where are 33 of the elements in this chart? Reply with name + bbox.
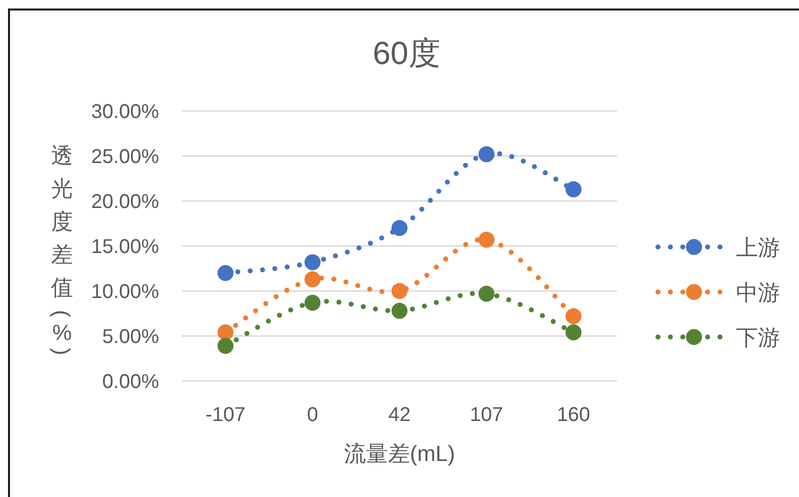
x-tick-label: 160 [556, 404, 590, 426]
y-tick-label: 10.00% [91, 281, 160, 303]
point [566, 324, 582, 340]
legend-label: 中游 [736, 280, 780, 305]
point [478, 232, 494, 248]
y-axis-title: 透光度差值(%) [48, 142, 76, 358]
point [218, 338, 234, 354]
point [218, 324, 234, 340]
y-tick-label: 20.00% [91, 191, 160, 213]
x-tick-label: 42 [388, 404, 411, 426]
point [392, 220, 408, 236]
point [218, 265, 234, 281]
legend-label: 上游 [736, 235, 780, 260]
legend-label: 下游 [736, 325, 780, 350]
y-tick-label: 5.00% [102, 326, 160, 348]
x-tick-label: -107 [205, 404, 246, 426]
x-tick-label: 0 [306, 404, 318, 426]
point [478, 146, 494, 162]
point [304, 271, 320, 288]
x-tick-label: 107 [470, 404, 504, 426]
y-tick-label: 0.00% [102, 371, 160, 393]
point [392, 302, 408, 319]
point [304, 294, 320, 311]
x-axis-title: 流量差(mL) [344, 441, 456, 466]
point [304, 254, 320, 270]
point [566, 181, 582, 198]
point [392, 283, 408, 299]
y-tick-label: 25.00% [91, 146, 160, 168]
chart-title: 60度 [372, 35, 440, 71]
point [566, 308, 582, 324]
point [478, 286, 494, 302]
y-tick-label: 15.00% [91, 236, 160, 258]
y-tick-label: 30.00% [91, 101, 160, 123]
